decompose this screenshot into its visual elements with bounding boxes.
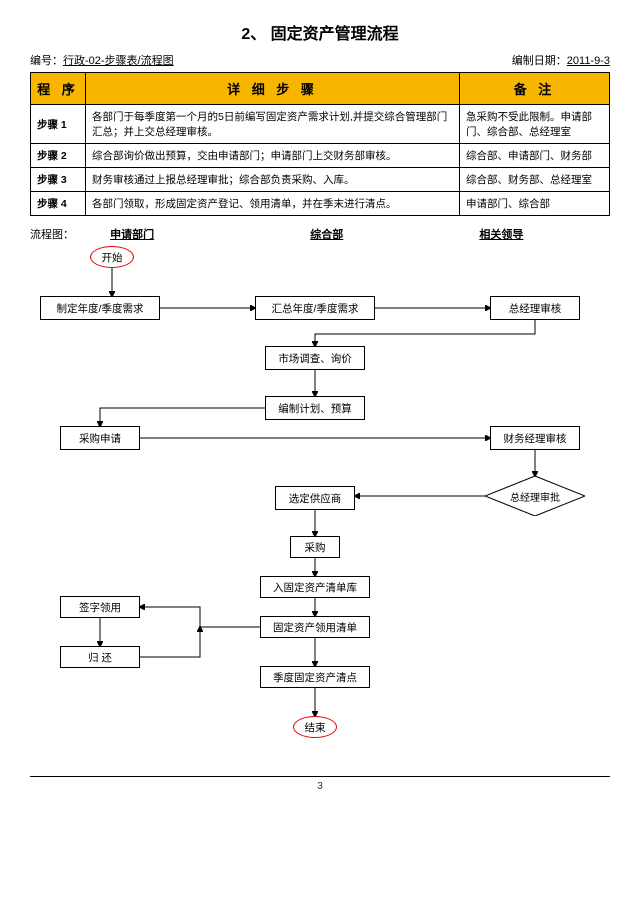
page-number: 3 (30, 781, 610, 792)
footer-line (30, 776, 610, 777)
node-n6: 采购申请 (60, 426, 140, 450)
table-row: 步骤 1 各部门于每季度第一个月的5日前编写固定资产需求计划,并提交综合管理部门… (31, 105, 610, 144)
node-n9: 选定供应商 (275, 486, 355, 510)
step-note: 急采购不受此限制。申请部门、综合部、总经理室 (460, 105, 610, 144)
node-n4: 市场调查、询价 (265, 346, 365, 370)
code-label: 编号： (30, 55, 63, 67)
lane-header-3: 相关领导 (479, 229, 523, 241)
col-header-detail: 详 细 步 骤 (86, 73, 460, 105)
flow-label: 流程图： (30, 229, 74, 241)
node-n8-label: 总经理审批 (485, 476, 585, 516)
step-label: 步骤 4 (31, 192, 86, 216)
step-detail: 综合部询价做出预算，交由申请部门；申请部门上交财务部审核。 (86, 144, 460, 168)
col-header-procedure: 程 序 (31, 73, 86, 105)
steps-table: 程 序 详 细 步 骤 备 注 步骤 1 各部门于每季度第一个月的5日前编写固定… (30, 72, 610, 216)
node-n10: 采购 (290, 536, 340, 558)
step-label: 步骤 1 (31, 105, 86, 144)
node-n15: 季度固定资产清点 (260, 666, 370, 688)
date-value: 2011-9-3 (567, 55, 610, 67)
node-n5: 编制计划、预算 (265, 396, 365, 420)
table-row: 步骤 2 综合部询价做出预算，交由申请部门；申请部门上交财务部审核。 综合部、申… (31, 144, 610, 168)
flowchart: 开始 制定年度/季度需求 汇总年度/季度需求 总经理审核 市场调查、询价 编制计… (30, 246, 610, 756)
step-label: 步骤 3 (31, 168, 86, 192)
node-n13: 固定资产领用清单 (260, 616, 370, 638)
flow-section: 流程图： 申请部门 综合部 相关领导 (30, 226, 610, 242)
node-n3: 总经理审核 (490, 296, 580, 320)
node-n14: 归 还 (60, 646, 140, 668)
page-title: 2、 固定资产管理流程 (30, 20, 610, 44)
step-note: 综合部、财务部、总经理室 (460, 168, 610, 192)
table-row: 步骤 3 财务审核通过上报总经理审批；综合部负责采购、入库。 综合部、财务部、总… (31, 168, 610, 192)
node-n2: 汇总年度/季度需求 (255, 296, 375, 320)
step-detail: 财务审核通过上报总经理审批；综合部负责采购、入库。 (86, 168, 460, 192)
node-n1: 制定年度/季度需求 (40, 296, 160, 320)
node-end: 结束 (293, 716, 337, 738)
node-n12: 签字领用 (60, 596, 140, 618)
step-note: 申请部门、综合部 (460, 192, 610, 216)
node-start: 开始 (90, 246, 134, 268)
step-detail: 各部门于每季度第一个月的5日前编写固定资产需求计划,并提交综合管理部门汇总；并上… (86, 105, 460, 144)
col-header-note: 备 注 (460, 73, 610, 105)
lane-header-1: 申请部门 (110, 229, 154, 241)
lane-header-2: 综合部 (310, 229, 343, 241)
meta-row: 编号：行政-02-步骤表/流程图 编制日期：2011-9-3 (30, 52, 610, 68)
date-label: 编制日期： (512, 55, 567, 67)
node-n8-decision: 总经理审批 (485, 476, 585, 516)
step-note: 综合部、申请部门、财务部 (460, 144, 610, 168)
step-label: 步骤 2 (31, 144, 86, 168)
node-n7: 财务经理审核 (490, 426, 580, 450)
node-n11: 入固定资产清单库 (260, 576, 370, 598)
table-row: 步骤 4 各部门领取，形成固定资产登记、领用清单，并在季末进行清点。 申请部门、… (31, 192, 610, 216)
code-value: 行政-02-步骤表/流程图 (63, 55, 174, 67)
step-detail: 各部门领取，形成固定资产登记、领用清单，并在季末进行清点。 (86, 192, 460, 216)
